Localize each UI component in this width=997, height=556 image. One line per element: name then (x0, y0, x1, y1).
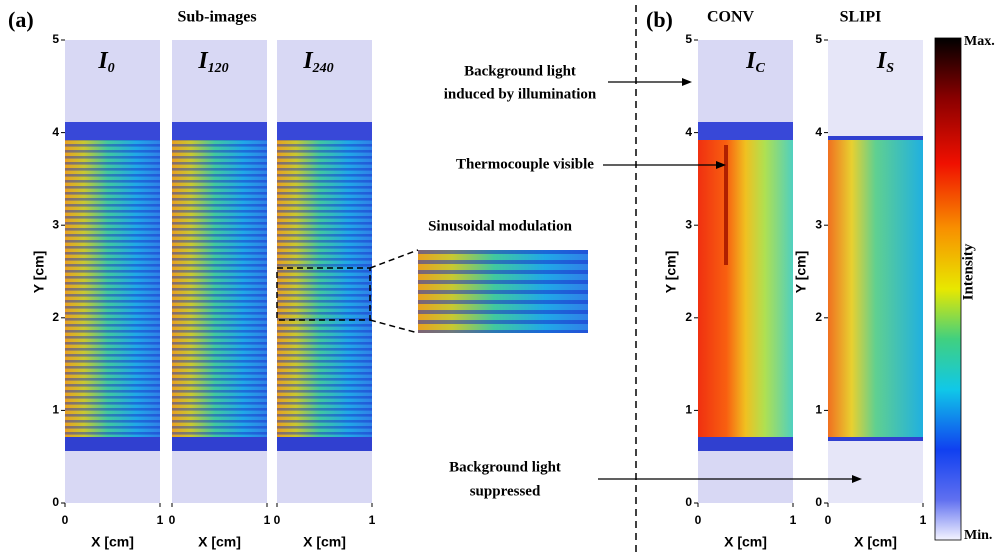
colorbar-label: Intensity (960, 243, 976, 300)
image-title: CONV (707, 9, 755, 26)
panel-label: (a) (8, 7, 34, 32)
lower-band (172, 437, 267, 451)
x-tick-label: 0 (825, 513, 832, 527)
annotation: suppressed (470, 483, 541, 499)
y-tick-label: 4 (815, 125, 822, 139)
panel-title: Sub-images (177, 9, 256, 26)
x-axis-label: X [cm] (91, 534, 134, 550)
x-axis-label: X [cm] (198, 534, 241, 550)
annotation: induced by illumination (444, 86, 597, 102)
image-symbol: I240 (302, 48, 333, 77)
y-tick-label: 5 (52, 32, 59, 46)
x-tick-label: 1 (920, 513, 927, 527)
subscript: 0 (108, 61, 115, 76)
x-tick-label: 1 (157, 513, 164, 527)
upper-band (277, 122, 372, 140)
y-tick-label: 5 (685, 32, 692, 46)
lower-band (828, 435, 923, 441)
upper-band (828, 136, 923, 142)
y-tick-label: 5 (815, 32, 822, 46)
modulation-stripes (277, 140, 372, 437)
modulation-stripes (172, 140, 267, 437)
image-title: SLIPI (840, 9, 882, 26)
signal-region (828, 140, 923, 437)
y-tick-label: 1 (685, 403, 692, 417)
y-tick-label: 3 (685, 217, 692, 231)
panel-label: (b) (646, 7, 673, 32)
y-tick-label: 3 (815, 217, 822, 231)
y-tick-label: 4 (685, 125, 692, 139)
zoom-line (369, 249, 419, 269)
subscript: C (756, 61, 766, 76)
y-tick-label: 2 (815, 310, 822, 324)
colorbar-min: Min. (964, 528, 992, 543)
y-tick-label: 2 (685, 310, 692, 324)
image-symbol: I120 (197, 48, 228, 77)
y-axis-label: Y [cm] (793, 251, 809, 294)
upper-band (65, 122, 160, 140)
annotation: Sinusoidal modulation (428, 218, 572, 234)
upper-band (172, 122, 267, 140)
lower-band (65, 437, 160, 451)
colorbar-max: Max. (964, 34, 995, 49)
x-tick-label: 0 (274, 513, 281, 527)
x-tick-label: 1 (264, 513, 271, 527)
symbol: I (745, 48, 757, 74)
x-axis-label: X [cm] (724, 534, 767, 550)
y-tick-label: 1 (815, 403, 822, 417)
annotation: Background light (449, 459, 561, 475)
thermocouple (724, 145, 728, 265)
y-tick-label: 0 (52, 495, 59, 509)
signal-region (698, 140, 793, 437)
colorbar (934, 37, 962, 541)
y-tick-label: 4 (52, 125, 59, 139)
x-tick-label: 0 (62, 513, 69, 527)
lower-band (277, 437, 372, 451)
arrow-head (852, 475, 862, 483)
image-symbol: IC (745, 48, 765, 77)
y-tick-label: 0 (815, 495, 822, 509)
x-tick-label: 0 (169, 513, 176, 527)
arrow-head (716, 161, 726, 169)
y-tick-label: 2 (52, 310, 59, 324)
modulation-stripes (65, 140, 160, 437)
subscript: 120 (208, 61, 229, 76)
x-axis-label: X [cm] (854, 534, 897, 550)
lower-band (698, 437, 793, 451)
annotation: Background light (464, 63, 576, 79)
symbol: I (197, 48, 209, 74)
upper-band (698, 122, 793, 140)
y-axis-label: Y [cm] (31, 251, 47, 294)
symbol: I (876, 48, 888, 74)
arrow-head (682, 78, 692, 86)
x-tick-label: 1 (790, 513, 797, 527)
x-axis-label: X [cm] (303, 534, 346, 550)
inset-stripes (418, 250, 588, 333)
symbol: I (97, 48, 109, 74)
y-tick-label: 1 (52, 403, 59, 417)
subscript: S (886, 61, 894, 76)
symbol: I (302, 48, 314, 74)
y-tick-label: 3 (52, 217, 59, 231)
x-tick-label: 0 (695, 513, 702, 527)
image-symbol: IS (876, 48, 894, 77)
y-axis-label: Y [cm] (663, 251, 679, 294)
annotation: Thermocouple visible (456, 156, 594, 172)
subscript: 240 (312, 61, 334, 76)
zoom-line (369, 319, 419, 334)
zoom-box (276, 267, 371, 321)
image-symbol: I0 (97, 48, 114, 77)
y-tick-label: 0 (685, 495, 692, 509)
x-tick-label: 1 (369, 513, 376, 527)
